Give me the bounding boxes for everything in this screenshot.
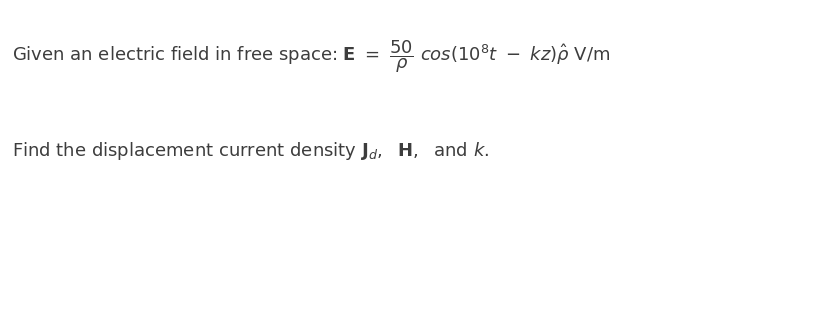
Text: Given an electric field in free space: $\mathbf{E}\ =\ \dfrac{50}{\rho}\ cos(10^: Given an electric field in free space: $… [12,38,610,75]
Text: Find the displacement current density $\mathbf{J}_{d},\ \ \mathbf{H},\ \ \mathrm: Find the displacement current density $\… [12,140,490,162]
